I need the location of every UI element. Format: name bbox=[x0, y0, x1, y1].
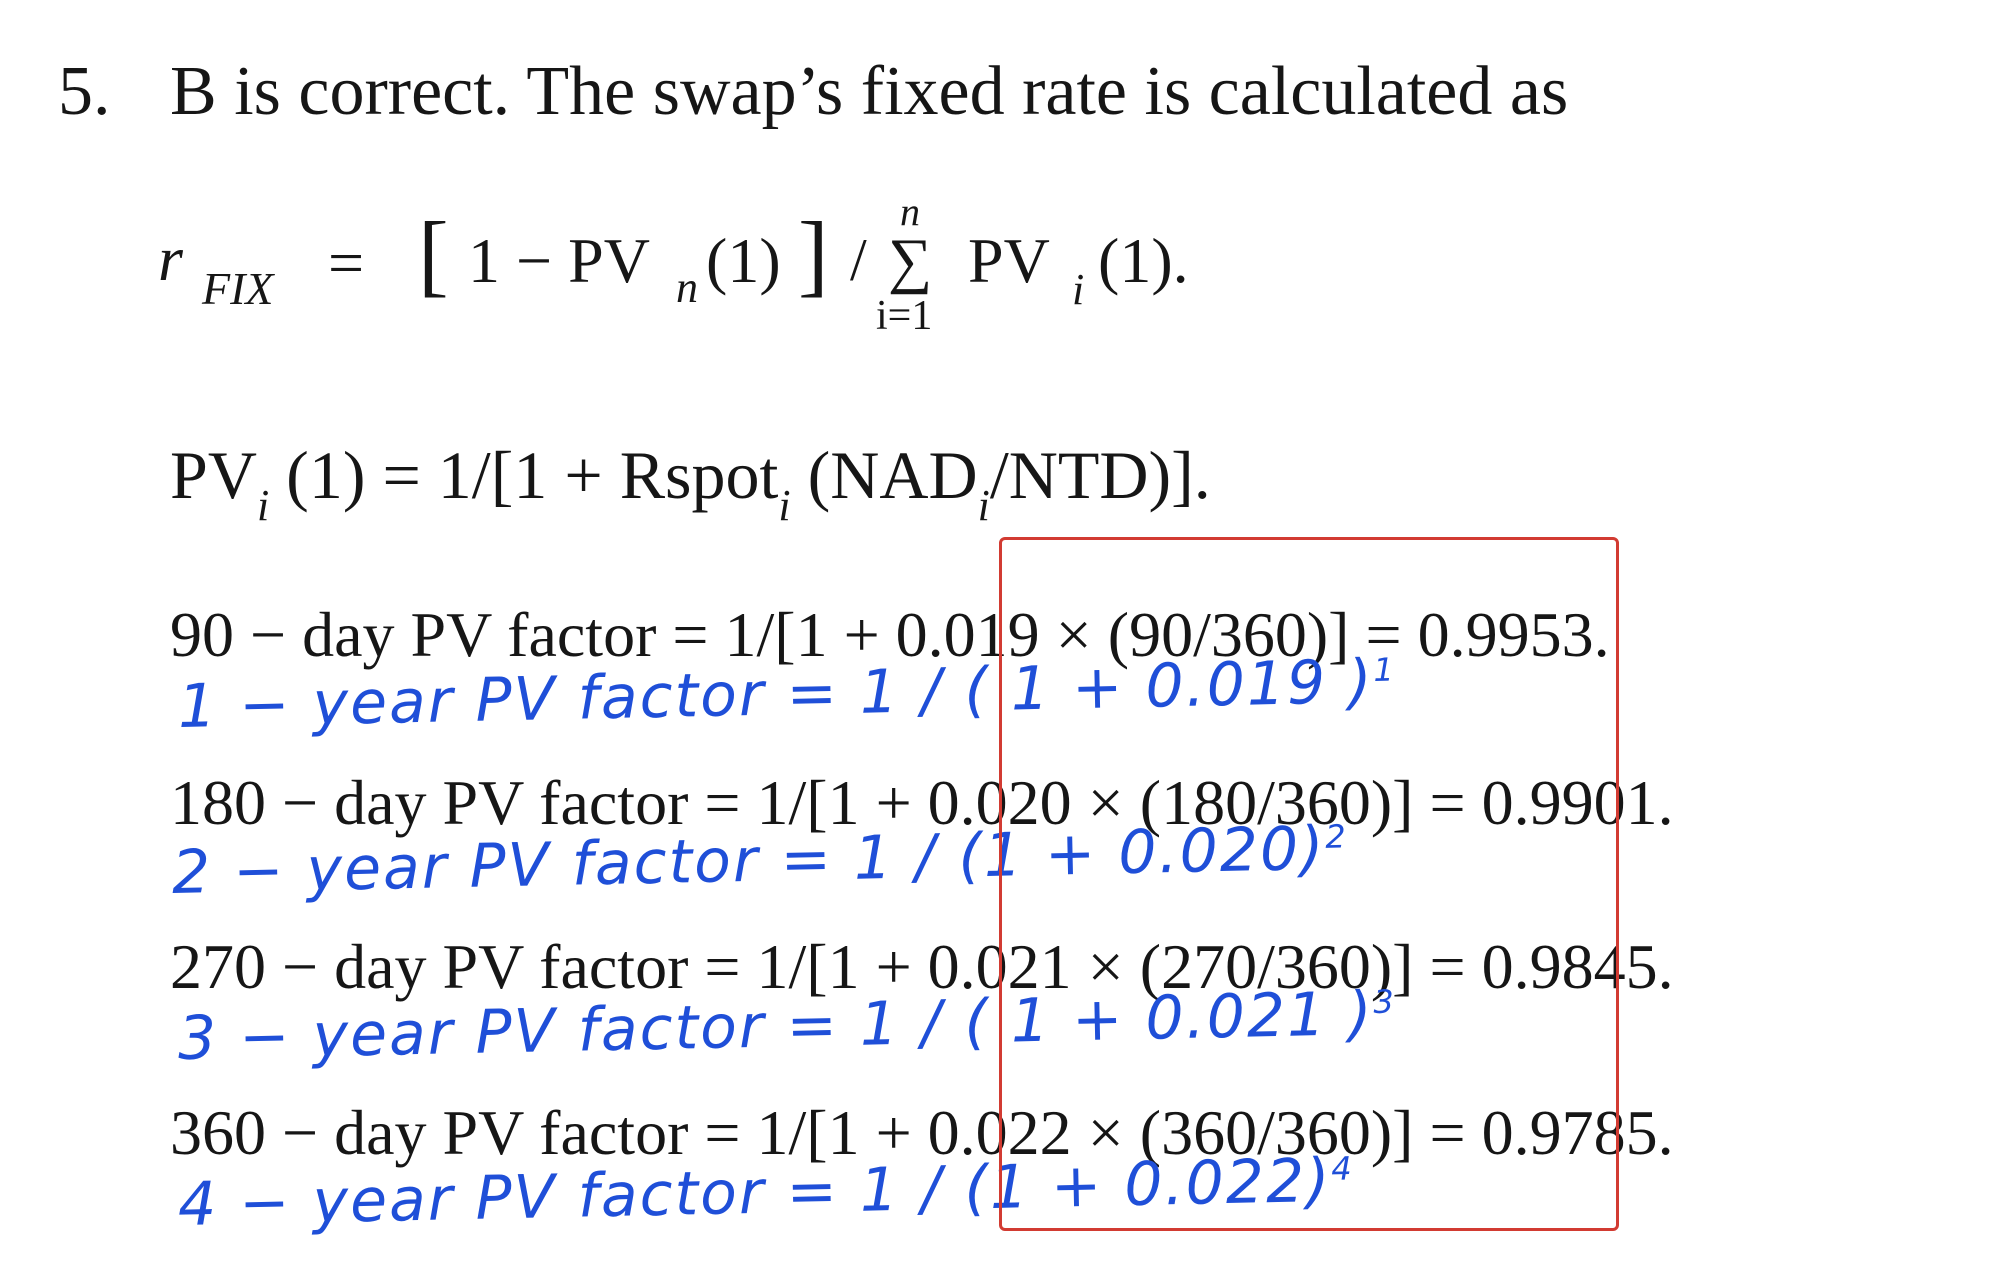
pv-formula-part-d: /NTD)]. bbox=[989, 437, 1211, 513]
pv-factor-90-day: 90 − day PV factor = 1/[1 + 0.019 × (90/… bbox=[170, 599, 1610, 670]
question-number: 5. bbox=[58, 53, 111, 130]
formula-bracket-open: [ bbox=[418, 203, 449, 305]
pv-factor-270-day: 270 − day PV factor = 1/[1 + 0.021 × (27… bbox=[170, 931, 1674, 1002]
formula-denominator: PV bbox=[968, 225, 1050, 296]
formula-lhs: r bbox=[158, 223, 183, 294]
pv-formula-part-c: (NAD bbox=[790, 437, 978, 513]
formula-denominator-subscript: i bbox=[1072, 265, 1085, 314]
formula-bracket-close: ] bbox=[798, 203, 829, 305]
pv-formula-part-b: (1) = 1/[1 + Rspot bbox=[269, 437, 779, 513]
formula-lhs-subscript: FIX bbox=[202, 263, 274, 314]
summation-lower-limit: i=1 bbox=[876, 293, 933, 339]
formula-numerator-arg: (1) bbox=[706, 225, 781, 296]
formula-denominator-arg: (1). bbox=[1098, 225, 1189, 296]
pv-factor-360-day: 360 − day PV factor = 1/[1 + 0.022 × (36… bbox=[170, 1097, 1674, 1168]
pv-formula-subscript: i bbox=[778, 481, 791, 530]
formula-division: / bbox=[850, 227, 867, 293]
pv-formula: PVi (1) = 1/[1 + Rspoti (NADi/NTD)]. bbox=[170, 436, 1211, 530]
pv-factor-180-day: 180 − day PV factor = 1/[1 + 0.020 × (18… bbox=[170, 767, 1674, 838]
formula-numerator: 1 − PV bbox=[468, 225, 650, 296]
formula-numerator-subscript: n bbox=[676, 263, 698, 312]
formula-equals: = bbox=[328, 227, 365, 298]
summation-symbol: ∑ bbox=[888, 227, 933, 295]
red-highlight-box bbox=[999, 537, 1619, 1231]
pv-formula-subscript: i bbox=[256, 481, 270, 530]
pv-formula-part-a: PV bbox=[170, 437, 257, 513]
pv-formula-subscript: i bbox=[977, 481, 990, 530]
answer-heading: B is correct. The swap’s fixed rate is c… bbox=[170, 53, 1569, 130]
summation-upper-limit: n bbox=[900, 189, 920, 234]
